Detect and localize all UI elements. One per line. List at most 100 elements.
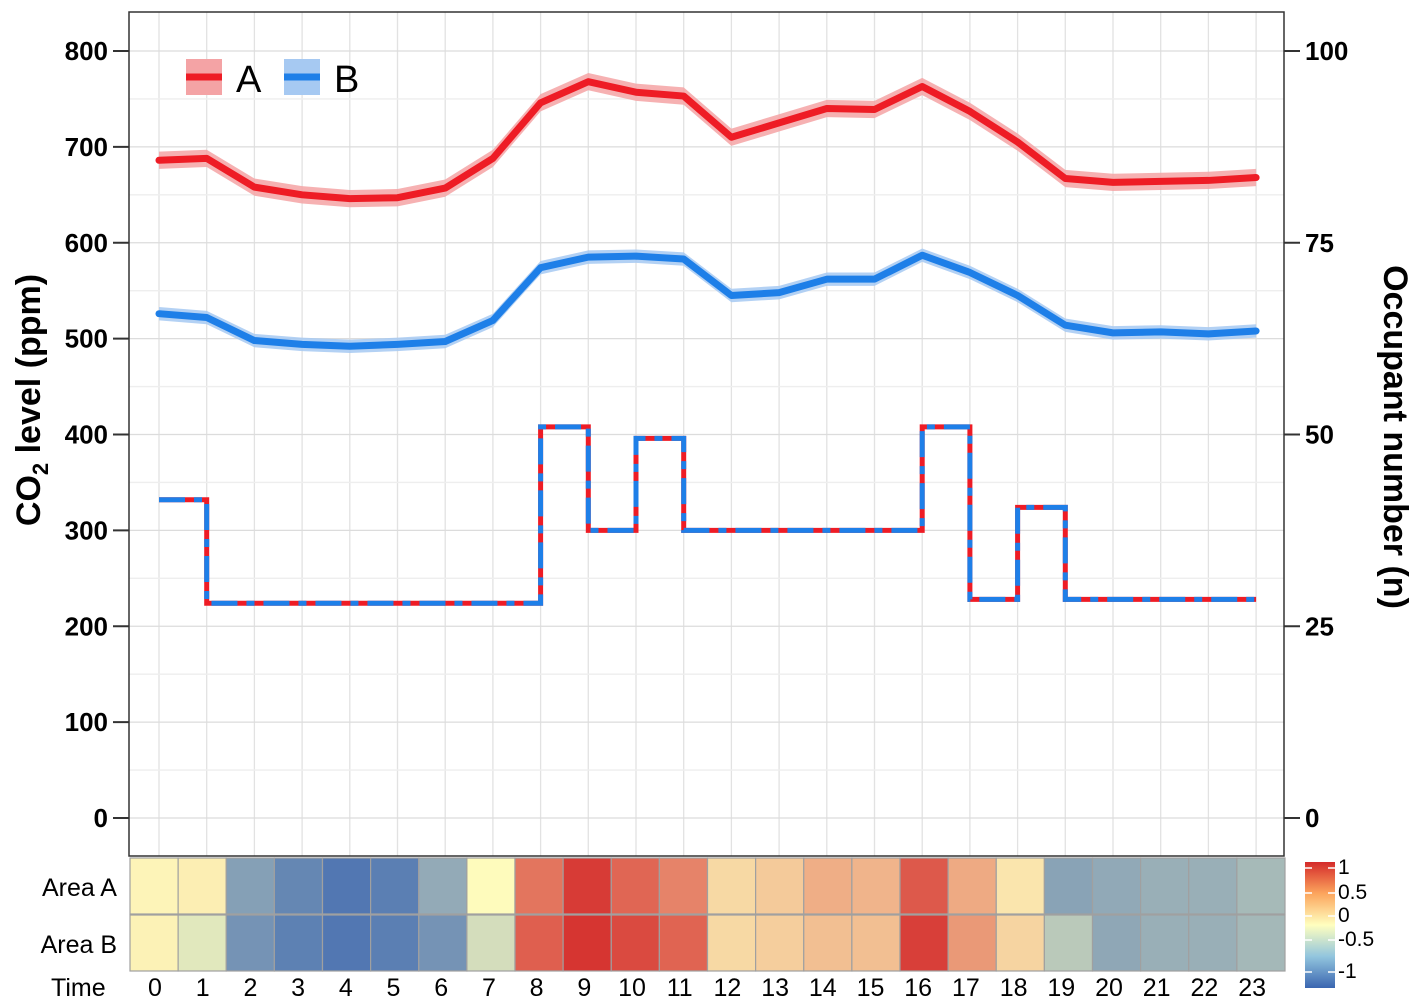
heatmap-cell (514, 914, 564, 972)
colorbar (1305, 862, 1335, 988)
colorbar-tick-label: 0.5 (1338, 881, 1367, 904)
heatmap-x-tick-label: 7 (482, 974, 496, 1002)
heatmap-cell (995, 857, 1045, 915)
heatmap-cell (947, 914, 997, 972)
heatmap-cell (418, 857, 468, 915)
line-A (155, 78, 1260, 203)
legend-a-label: A (236, 59, 262, 101)
heatmap-cell (899, 914, 949, 972)
heatmap-x-tick-label: 19 (1047, 974, 1075, 1002)
heatmap-cell (851, 857, 901, 915)
heatmap-x-tick-label: 0 (148, 974, 162, 1002)
heatmap-x-tick-label: 12 (713, 974, 741, 1002)
heatmap-cell (1188, 857, 1238, 915)
heatmap-cell (658, 914, 709, 972)
occupancy-line-a (159, 424, 1257, 606)
heatmap-x-tick-label: 18 (1000, 974, 1028, 1002)
occupancy-line-b (159, 424, 1257, 606)
heatmap (129, 857, 1286, 972)
left-axis: 0 100 200 300 400 500 600 700 800 (65, 36, 129, 833)
heatmap-cell (755, 914, 805, 972)
colorbar-tick-label: 0 (1338, 904, 1350, 927)
heatmap-cell (273, 914, 324, 972)
band-B (159, 248, 1257, 354)
left-axis-tick-label: 200 (65, 611, 108, 641)
heatmap-cell (370, 857, 420, 915)
heatmap-cell (321, 857, 372, 915)
left-axis-tick-label: 0 (94, 803, 108, 833)
grid-lines (129, 12, 1284, 856)
heatmap-cell (658, 857, 709, 915)
heatmap-cell (1043, 914, 1094, 972)
heatmap-cell (1043, 857, 1094, 915)
right-axis-title: Occupant number (n) (1376, 265, 1414, 609)
right-axis-tick-label: 0 (1305, 803, 1319, 833)
left-axis-tick-label: 100 (65, 707, 108, 737)
heatmap-cell (1140, 914, 1190, 972)
heatmap-x-tick-label: 8 (530, 974, 544, 1002)
right-axis-tick-label: 50 (1305, 420, 1334, 450)
heatmap-row-label: Area A (42, 874, 117, 902)
heatmap-cell (562, 914, 612, 972)
heatmap-x-tick-label: 22 (1190, 974, 1218, 1002)
heatmap-cell (1236, 857, 1286, 915)
heatmap-cell (177, 914, 227, 972)
right-axis-tick-label: 100 (1305, 36, 1348, 66)
heatmap-cell (1091, 857, 1142, 915)
heatmap-cell (370, 914, 420, 972)
heatmap-x-tick-label: 16 (904, 974, 932, 1002)
heatmap-cell (273, 857, 324, 915)
occupancy-lines (159, 424, 1257, 606)
heatmap-cell (418, 914, 468, 972)
legend-b-label: B (334, 59, 359, 101)
heatmap-x-tick-label: 17 (952, 974, 980, 1002)
colorbar-ticks: 10.50-0.5 -1 (1305, 856, 1374, 983)
heatmap-x-title: Time (51, 974, 106, 1002)
heatmap-x-tick-label: 14 (809, 974, 837, 1002)
heatmap-x-tick-label: 3 (291, 974, 305, 1002)
heatmap-cell (899, 857, 949, 915)
heatmap-x-tick-label: 9 (577, 974, 591, 1002)
heatmap-row-labels: Area A Area B (41, 874, 118, 959)
heatmap-x-tick-label: 20 (1095, 974, 1123, 1002)
heatmap-cell (129, 914, 179, 972)
heatmap-x-tick-label: 23 (1238, 974, 1266, 1002)
heatmap-cell (225, 914, 275, 972)
left-axis-tick-label: 300 (65, 515, 108, 545)
heatmap-row-label: Area B (41, 931, 117, 959)
left-axis-title: CO2 level (ppm) (10, 274, 53, 526)
heatmap-cell (1140, 857, 1190, 915)
heatmap-cell (851, 914, 901, 972)
heatmap-x-axis: 0 1 2 3 4 5 6 7 8 9 10 11 12 13 14 15 16 17 18 19 20 21 22 23 (148, 974, 1266, 1002)
heatmap-x-tick-label: 5 (387, 974, 401, 1002)
heatmap-cell (803, 914, 853, 972)
right-axis-tick-label: 25 (1305, 611, 1334, 641)
heatmap-x-tick-label: 21 (1143, 974, 1171, 1002)
heatmap-x-tick-label: 6 (434, 974, 448, 1002)
heatmap-cell (466, 914, 516, 972)
heatmap-cell (466, 857, 516, 915)
heatmap-cell (1236, 914, 1286, 972)
heatmap-x-tick-label: 2 (243, 974, 257, 1002)
heatmap-cell (947, 857, 997, 915)
heatmap-cell (514, 857, 564, 915)
heatmap-cell (610, 914, 660, 972)
left-axis-tick-label: 800 (65, 36, 108, 66)
heatmap-cell (225, 857, 275, 915)
heatmap-cell (706, 857, 757, 915)
colorbar-tick-label: -1 (1338, 960, 1357, 983)
left-axis-tick-label: 400 (65, 420, 108, 450)
right-axis: 0 25 50 75 100 (1284, 36, 1348, 833)
legend: A B (186, 59, 359, 101)
left-axis-tick-label: 500 (65, 324, 108, 354)
heatmap-x-tick-label: 1 (196, 974, 210, 1002)
heatmap-x-tick-label: 13 (761, 974, 789, 1002)
heatmap-cell (1188, 914, 1238, 972)
line-B (155, 251, 1260, 350)
heatmap-cell (321, 914, 372, 972)
heatmap-cell (706, 914, 757, 972)
left-axis-tick-label: 600 (65, 228, 108, 258)
heatmap-x-tick-label: 10 (618, 974, 646, 1002)
heatmap-cell (562, 857, 612, 915)
